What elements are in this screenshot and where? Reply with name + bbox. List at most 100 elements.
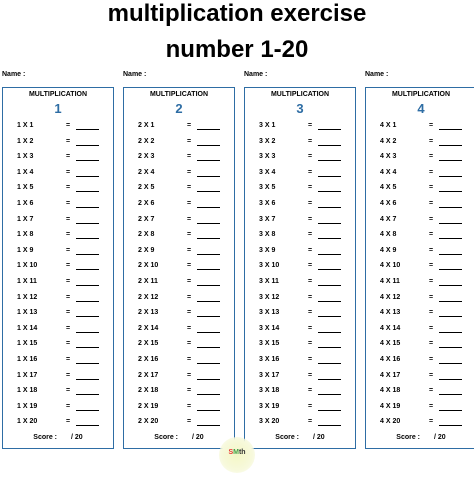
answer-blank[interactable] bbox=[197, 160, 220, 162]
answer-blank[interactable] bbox=[76, 269, 99, 271]
answer-blank[interactable] bbox=[197, 269, 220, 271]
answer-blank[interactable] bbox=[439, 144, 462, 146]
answer-blank[interactable] bbox=[197, 175, 220, 177]
answer-blank[interactable] bbox=[439, 316, 462, 318]
answer-blank[interactable] bbox=[197, 316, 220, 318]
answer-blank[interactable] bbox=[318, 284, 341, 286]
answer-blank[interactable] bbox=[76, 347, 99, 349]
answer-blank[interactable] bbox=[318, 160, 341, 162]
answer-blank[interactable] bbox=[439, 129, 462, 130]
answer-blank[interactable] bbox=[76, 175, 99, 177]
answer-blank[interactable] bbox=[197, 409, 220, 411]
answer-blank[interactable] bbox=[76, 362, 99, 364]
answer-blank[interactable] bbox=[76, 378, 99, 380]
answer-blank[interactable] bbox=[76, 316, 99, 318]
answer-blank[interactable] bbox=[76, 144, 99, 146]
question-row: 2 X 17 = bbox=[124, 370, 234, 386]
answer-blank[interactable] bbox=[439, 222, 462, 224]
answer-blank[interactable] bbox=[439, 160, 462, 162]
answer-blank[interactable] bbox=[76, 160, 99, 162]
question-text: 3 X 1 bbox=[259, 122, 276, 129]
answer-blank[interactable] bbox=[318, 362, 341, 364]
answer-blank[interactable] bbox=[318, 300, 341, 302]
answer-blank[interactable] bbox=[318, 175, 341, 177]
answer-blank[interactable] bbox=[197, 253, 220, 255]
equals-sign: = bbox=[429, 324, 434, 332]
question-text: 4 X 6 bbox=[380, 199, 397, 207]
answer-blank[interactable] bbox=[76, 394, 99, 396]
question-text: 1 X 2 bbox=[17, 137, 34, 145]
answer-blank[interactable] bbox=[318, 316, 341, 318]
answer-blank[interactable] bbox=[76, 284, 99, 286]
answer-blank[interactable] bbox=[439, 394, 462, 396]
answer-blank[interactable] bbox=[439, 378, 462, 380]
answer-blank[interactable] bbox=[439, 238, 462, 240]
answer-blank[interactable] bbox=[76, 191, 99, 193]
answer-blank[interactable] bbox=[197, 362, 220, 364]
answer-blank[interactable] bbox=[318, 425, 341, 427]
answer-blank[interactable] bbox=[197, 425, 220, 427]
equals-sign: = bbox=[429, 309, 434, 317]
answer-blank[interactable] bbox=[439, 425, 462, 427]
answer-blank[interactable] bbox=[439, 409, 462, 411]
equals-sign: = bbox=[66, 168, 71, 176]
question-row: 4 X 2 = bbox=[366, 136, 474, 152]
logo-letters-rest: th bbox=[238, 449, 246, 456]
answer-blank[interactable] bbox=[318, 253, 341, 255]
answer-blank[interactable] bbox=[318, 238, 341, 240]
answer-blank[interactable] bbox=[318, 331, 341, 333]
answer-blank[interactable] bbox=[318, 144, 341, 146]
answer-blank[interactable] bbox=[197, 206, 220, 208]
answer-blank[interactable] bbox=[197, 331, 220, 333]
answer-blank[interactable] bbox=[318, 409, 341, 411]
answer-blank[interactable] bbox=[197, 129, 220, 130]
answer-blank[interactable] bbox=[197, 191, 220, 193]
answer-blank[interactable] bbox=[318, 129, 341, 130]
answer-blank[interactable] bbox=[197, 222, 220, 224]
answer-blank[interactable] bbox=[318, 222, 341, 224]
answer-blank[interactable] bbox=[197, 284, 220, 286]
answer-blank[interactable] bbox=[197, 378, 220, 380]
answer-blank[interactable] bbox=[439, 269, 462, 271]
equals-sign: = bbox=[308, 168, 313, 176]
equals-sign: = bbox=[187, 387, 192, 395]
answer-blank[interactable] bbox=[318, 206, 341, 208]
answer-blank[interactable] bbox=[439, 362, 462, 364]
answer-blank[interactable] bbox=[197, 300, 220, 302]
question-row: 4 X 13 = bbox=[366, 307, 474, 323]
question-text: 1 X 19 bbox=[17, 402, 38, 410]
answer-blank[interactable] bbox=[439, 206, 462, 208]
answer-blank[interactable] bbox=[318, 394, 341, 396]
answer-blank[interactable] bbox=[76, 425, 99, 427]
equals-sign: = bbox=[308, 340, 313, 348]
answer-blank[interactable] bbox=[76, 253, 99, 255]
answer-blank[interactable] bbox=[439, 284, 462, 286]
answer-blank[interactable] bbox=[318, 269, 341, 271]
answer-blank[interactable] bbox=[76, 206, 99, 208]
answer-blank[interactable] bbox=[439, 347, 462, 349]
answer-blank[interactable] bbox=[76, 409, 99, 411]
answer-blank[interactable] bbox=[76, 129, 99, 130]
answer-blank[interactable] bbox=[439, 191, 462, 193]
answer-blank[interactable] bbox=[318, 191, 341, 193]
answer-blank[interactable] bbox=[439, 253, 462, 255]
score-label: Score : bbox=[275, 434, 300, 441]
answer-blank[interactable] bbox=[318, 347, 341, 349]
answer-blank[interactable] bbox=[197, 347, 220, 349]
equals-sign: = bbox=[308, 184, 313, 192]
answer-blank[interactable] bbox=[76, 222, 99, 224]
answer-blank[interactable] bbox=[197, 144, 220, 146]
answer-blank[interactable] bbox=[76, 238, 99, 240]
answer-blank[interactable] bbox=[439, 331, 462, 333]
answer-blank[interactable] bbox=[76, 300, 99, 302]
logo: SMth bbox=[219, 437, 255, 473]
answer-blank[interactable] bbox=[197, 238, 220, 240]
equals-sign: = bbox=[66, 387, 71, 395]
answer-blank[interactable] bbox=[318, 378, 341, 380]
equals-sign: = bbox=[308, 122, 313, 129]
question-row: 1 X 15 = bbox=[3, 338, 113, 354]
answer-blank[interactable] bbox=[76, 331, 99, 333]
answer-blank[interactable] bbox=[439, 175, 462, 177]
answer-blank[interactable] bbox=[197, 394, 220, 396]
answer-blank[interactable] bbox=[439, 300, 462, 302]
